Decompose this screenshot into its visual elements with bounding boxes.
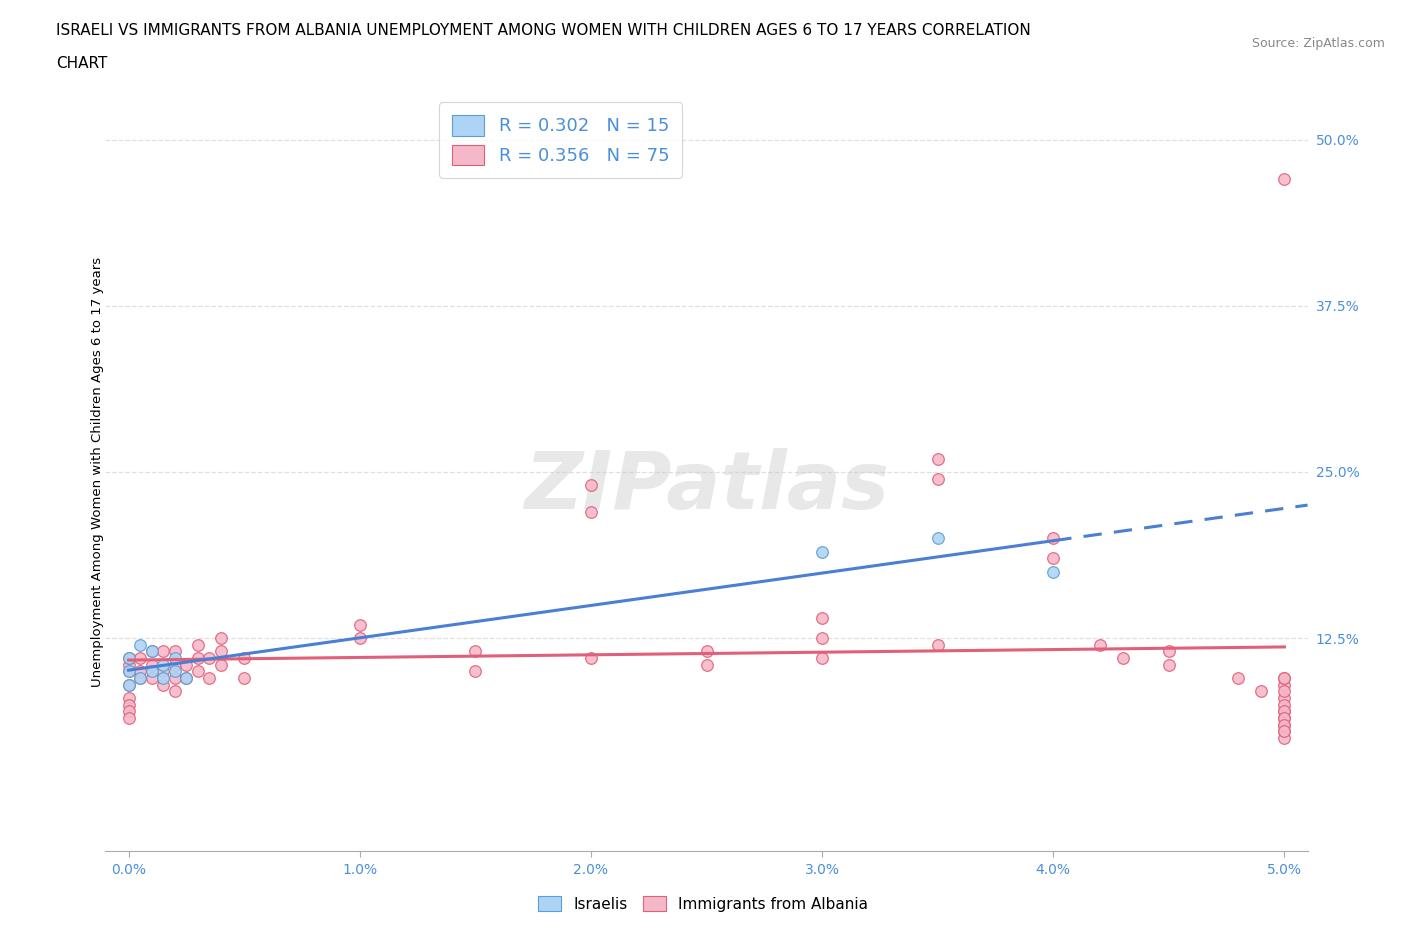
Text: ZIPatlas: ZIPatlas <box>524 448 889 526</box>
Point <box>129 671 152 685</box>
Point <box>141 671 163 685</box>
Point <box>187 664 209 679</box>
Point <box>1088 637 1111 652</box>
Point <box>1274 724 1296 738</box>
Point <box>1274 172 1296 187</box>
Point <box>1274 671 1296 685</box>
Point <box>349 618 371 632</box>
Point <box>1274 717 1296 732</box>
Point <box>117 677 139 692</box>
Point <box>117 677 139 692</box>
Point <box>117 711 139 725</box>
Point <box>152 677 174 692</box>
Point <box>1274 711 1296 725</box>
Point <box>209 644 232 659</box>
Point <box>1042 531 1064 546</box>
Point <box>117 658 139 672</box>
Point <box>1274 724 1296 738</box>
Point <box>117 651 139 666</box>
Text: ISRAELI VS IMMIGRANTS FROM ALBANIA UNEMPLOYMENT AMONG WOMEN WITH CHILDREN AGES 6: ISRAELI VS IMMIGRANTS FROM ALBANIA UNEMP… <box>56 23 1031 38</box>
Point <box>129 651 152 666</box>
Point <box>209 658 232 672</box>
Point <box>1042 565 1064 579</box>
Point <box>1157 644 1180 659</box>
Point <box>1274 698 1296 712</box>
Point <box>349 631 371 645</box>
Point <box>579 504 602 519</box>
Point <box>163 684 186 698</box>
Point <box>141 658 163 672</box>
Point <box>1274 717 1296 732</box>
Point <box>198 671 221 685</box>
Point <box>1111 651 1133 666</box>
Point <box>1274 704 1296 719</box>
Point <box>1274 677 1296 692</box>
Text: Source: ZipAtlas.com: Source: ZipAtlas.com <box>1251 37 1385 50</box>
Point <box>1274 684 1296 698</box>
Point <box>152 658 174 672</box>
Point <box>176 671 198 685</box>
Point <box>1274 704 1296 719</box>
Point <box>141 664 163 679</box>
Point <box>198 651 221 666</box>
Point <box>233 671 256 685</box>
Point <box>464 644 486 659</box>
Point <box>117 664 139 679</box>
Point <box>117 691 139 706</box>
Point <box>187 637 209 652</box>
Point <box>1274 730 1296 745</box>
Point <box>696 658 718 672</box>
Point <box>927 531 949 546</box>
Point <box>209 631 232 645</box>
Point <box>117 651 139 666</box>
Point <box>141 644 163 659</box>
Point <box>152 664 174 679</box>
Point <box>927 472 949 486</box>
Point <box>579 651 602 666</box>
Point <box>1274 691 1296 706</box>
Point <box>696 644 718 659</box>
Point <box>117 664 139 679</box>
Point <box>129 671 152 685</box>
Legend: Israelis, Immigrants from Albania: Israelis, Immigrants from Albania <box>531 889 875 918</box>
Point <box>176 658 198 672</box>
Point <box>163 651 186 666</box>
Point <box>464 664 486 679</box>
Point <box>811 611 834 626</box>
Point <box>163 671 186 685</box>
Point <box>141 644 163 659</box>
Point <box>129 637 152 652</box>
Point <box>187 651 209 666</box>
Point <box>129 664 152 679</box>
Point <box>152 671 174 685</box>
Legend: R = 0.302   N = 15, R = 0.356   N = 75: R = 0.302 N = 15, R = 0.356 N = 75 <box>439 102 682 178</box>
Point <box>117 698 139 712</box>
Point <box>1042 551 1064 565</box>
Point <box>927 637 949 652</box>
Point <box>1157 658 1180 672</box>
Point <box>163 658 186 672</box>
Point <box>163 644 186 659</box>
Point <box>1250 684 1272 698</box>
Point <box>927 451 949 466</box>
Point <box>163 664 186 679</box>
Point <box>176 671 198 685</box>
Point <box>811 651 834 666</box>
Y-axis label: Unemployment Among Women with Children Ages 6 to 17 years: Unemployment Among Women with Children A… <box>90 257 104 687</box>
Point <box>117 704 139 719</box>
Point <box>811 631 834 645</box>
Point <box>1274 711 1296 725</box>
Text: CHART: CHART <box>56 56 108 71</box>
Point <box>579 478 602 493</box>
Point <box>152 644 174 659</box>
Point <box>233 651 256 666</box>
Point <box>1274 671 1296 685</box>
Point <box>1227 671 1250 685</box>
Point <box>811 544 834 559</box>
